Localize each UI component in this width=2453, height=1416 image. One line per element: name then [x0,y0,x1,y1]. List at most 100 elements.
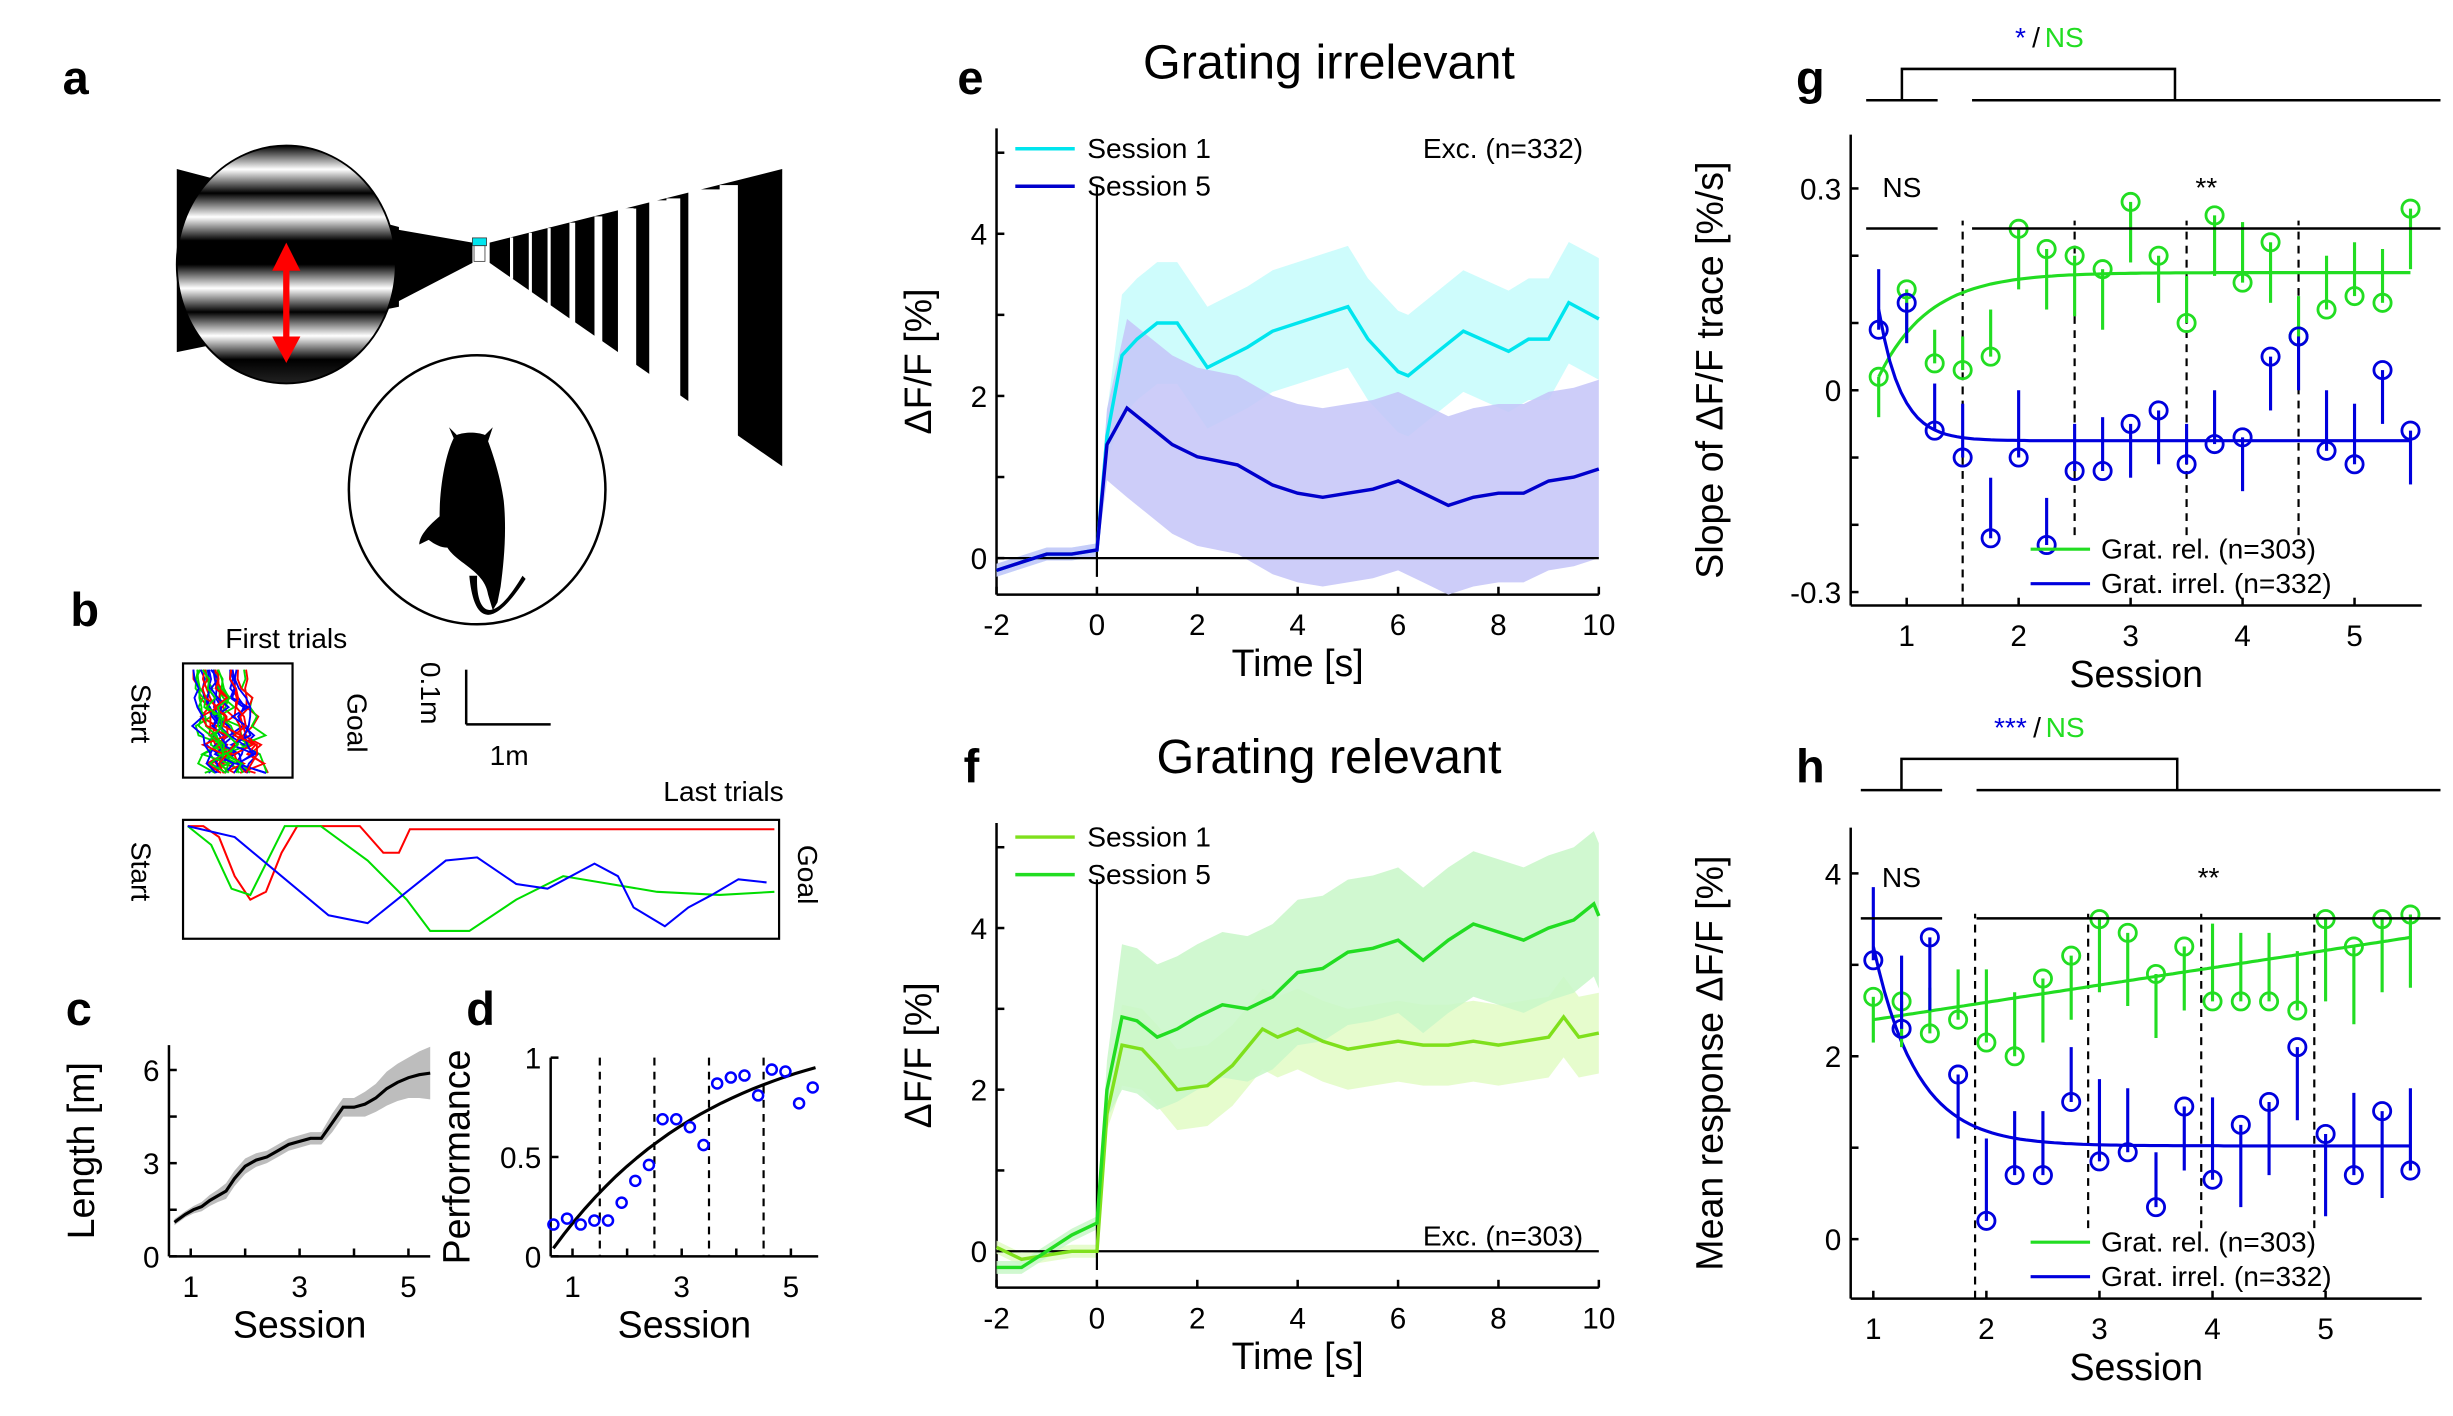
data-point [1980,528,2001,549]
data-point [588,1214,601,1227]
fit-curve-2 [1877,309,2411,443]
fit-curve-1 [1877,271,2411,378]
data-point [2400,420,2421,441]
wall-stripe [688,189,723,440]
data-point [683,1120,697,1134]
data-point [2004,1165,2025,1186]
data-point [2344,454,2365,475]
data-point [2232,427,2253,448]
wall-stripe [528,232,532,294]
x-tick-label: 3 [2091,1313,2108,1346]
data-point [806,1081,819,1094]
data-point [2259,991,2280,1012]
error-band-2 [996,318,1599,595]
y-tick-label: 4 [971,913,988,946]
data-point [2036,238,2057,260]
data-point [1891,1018,1912,1039]
data-point [2145,963,2167,984]
y-tick-label: 4 [971,219,988,252]
legend-label: Grat. rel. (n=303) [2101,1227,2316,1258]
x-tick-label: -2 [983,1302,1009,1335]
x-tick-label: 10 [1582,1302,1615,1335]
last-trial-trace-green [187,825,775,932]
y-tick-label: 1 [525,1043,542,1076]
sig-label-left: NS [1882,172,1921,203]
data-point [2120,413,2141,434]
wall-stripe [569,222,576,326]
data-point [2120,191,2141,212]
y-tick-label: 0 [971,1236,988,1269]
wall-stripe [547,228,551,309]
data-point [2008,447,2029,468]
error-band-1 [996,241,1599,577]
corridor-end [473,245,486,262]
legend-label: Session 1 [1087,821,1211,852]
panel-label-d: d [466,983,495,1035]
fit-curve-2 [1871,946,2411,1148]
first-trials-traces [190,669,269,774]
chart-c-length: 1 3 5 0 3 6 Session Length [m] [60,1045,431,1346]
data-point [2343,936,2364,957]
data-point [2230,991,2251,1012]
data-point [615,1196,628,1209]
y-tick-label: 0 [525,1241,542,1274]
legend-label: Session 5 [1087,171,1211,202]
data-point [792,1097,806,1110]
first-trial-trace [213,669,243,774]
data-point [2117,1142,2138,1163]
y-tick-label: 0 [143,1241,160,1274]
x-axis-label: Time [s] [1232,1335,1364,1377]
sig-top-left: *** [1994,712,2027,743]
data-point [642,1158,656,1172]
data-point [2064,245,2085,266]
data-point [560,1212,574,1225]
trace-line-2 [996,901,1601,1270]
sig-top-sep: / [2033,712,2041,743]
data-point [2145,1197,2167,1218]
wall-stripe [649,200,672,420]
data-point [2204,434,2225,455]
data-point [2032,1165,2053,1186]
panel-label-f: f [964,740,980,792]
data-point [2230,1114,2251,1135]
mouse-silhouette-icon [419,427,526,615]
confidence-band [174,1046,431,1226]
data-point [2061,1091,2082,1112]
panel-label-b: b [70,584,99,636]
x-tick-label: 2 [2010,620,2027,653]
data-point [2004,1046,2025,1067]
sig-label-right: ** [2195,172,2217,203]
data-point [2372,360,2393,381]
x-tick-label: 8 [1490,609,1507,642]
x-tick-label: 0 [1089,609,1106,642]
data-point [697,1138,710,1152]
data-point [751,1089,765,1102]
y-axis-label: Length [m] [60,1062,102,1239]
annotation: Exc. (n=303) [1423,1220,1583,1251]
x-tick-label: 3 [673,1271,690,1304]
x-tick-label: 4 [2204,1313,2221,1346]
y-tick-label: 0.5 [500,1142,541,1175]
data-point [2174,936,2195,957]
data-point [2400,904,2421,925]
start-label-last: Start [125,842,156,902]
last-trial-trace-red [187,825,775,901]
data-point [2343,1165,2364,1186]
data-point [2202,1169,2223,1190]
chart-g-slope: 1 2 3 4 5 -0.3 0 0.3 Session Slope of ΔF/F trace … [1688,22,2441,695]
y-axis-label: Performance [435,1050,477,1265]
data-point [2176,454,2197,475]
trajectory-panel: First trials Start Goal 0.1m 1m Last tri… [125,623,823,940]
data-point [1919,1023,1940,1044]
first-trial-trace [196,669,230,774]
x-tick-label: -2 [983,609,1009,642]
scale-bar: 0.1m 1m [415,662,551,771]
data-point [2148,245,2169,266]
data-point [1863,986,1884,1007]
data-point [1919,927,1940,948]
data-point [2117,922,2138,943]
x-tick-label: 5 [400,1271,417,1304]
annotation: Exc. (n=332) [1423,133,1583,164]
